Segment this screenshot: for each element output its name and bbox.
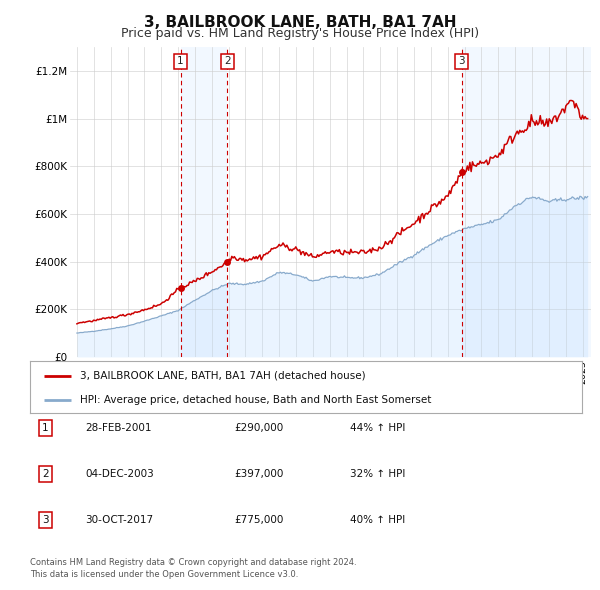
Text: 3: 3 (42, 516, 49, 525)
Text: HPI: Average price, detached house, Bath and North East Somerset: HPI: Average price, detached house, Bath… (80, 395, 431, 405)
Text: 44% ↑ HPI: 44% ↑ HPI (350, 423, 406, 432)
Text: 3: 3 (458, 57, 465, 67)
Text: 40% ↑ HPI: 40% ↑ HPI (350, 516, 406, 525)
Text: 04-DEC-2003: 04-DEC-2003 (85, 469, 154, 478)
Text: 2: 2 (224, 57, 230, 67)
Text: 30-OCT-2017: 30-OCT-2017 (85, 516, 154, 525)
Text: 32% ↑ HPI: 32% ↑ HPI (350, 469, 406, 478)
Text: 1: 1 (42, 423, 49, 432)
Text: 28-FEB-2001: 28-FEB-2001 (85, 423, 152, 432)
Bar (181, 47, 227, 357)
Bar (462, 47, 591, 357)
Text: Contains HM Land Registry data © Crown copyright and database right 2024.: Contains HM Land Registry data © Crown c… (30, 558, 356, 566)
Text: 2: 2 (42, 469, 49, 478)
Text: £397,000: £397,000 (234, 469, 284, 478)
Text: Price paid vs. HM Land Registry's House Price Index (HPI): Price paid vs. HM Land Registry's House … (121, 27, 479, 40)
Text: This data is licensed under the Open Government Licence v3.0.: This data is licensed under the Open Gov… (30, 570, 298, 579)
Text: £290,000: £290,000 (234, 423, 283, 432)
Text: 3, BAILBROOK LANE, BATH, BA1 7AH (detached house): 3, BAILBROOK LANE, BATH, BA1 7AH (detach… (80, 371, 365, 381)
Text: £775,000: £775,000 (234, 516, 284, 525)
Text: 3, BAILBROOK LANE, BATH, BA1 7AH: 3, BAILBROOK LANE, BATH, BA1 7AH (144, 15, 456, 30)
Text: 1: 1 (177, 57, 184, 67)
